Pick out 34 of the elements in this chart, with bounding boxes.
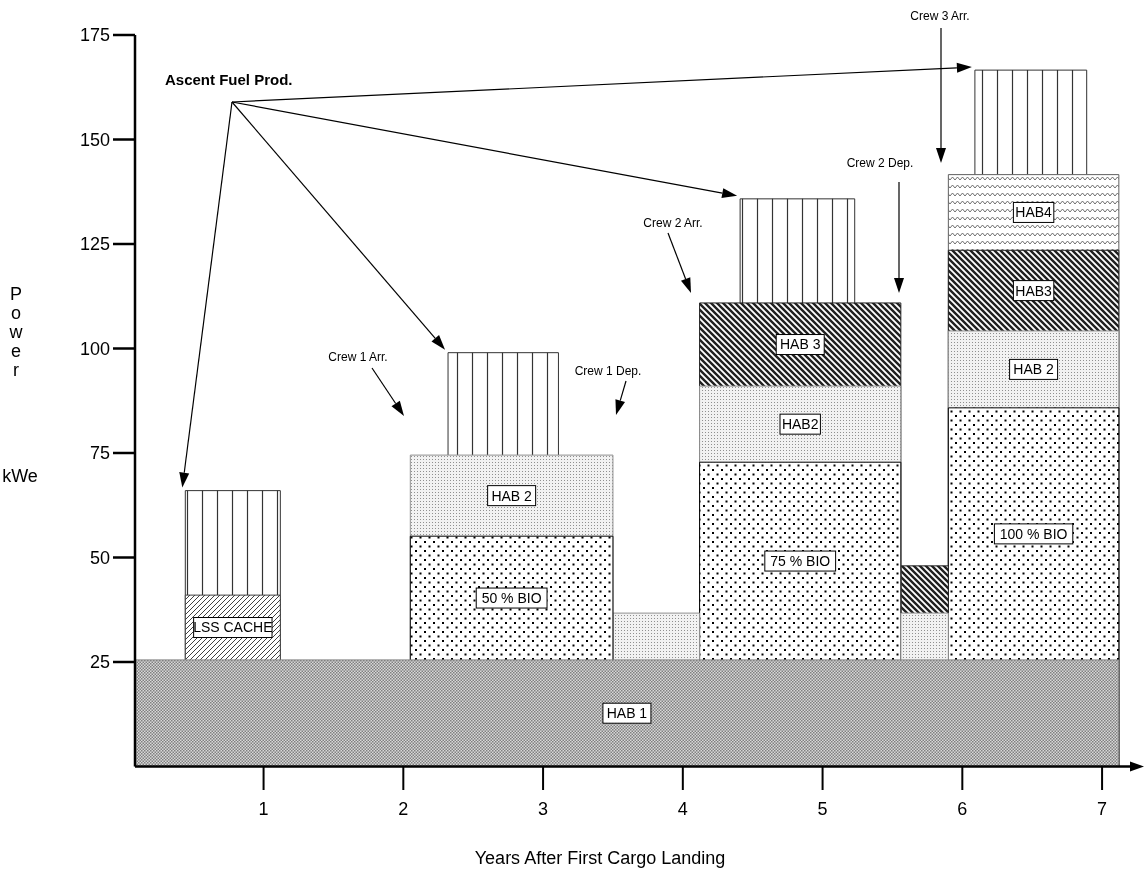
annotation: Crew 1 Arr.: [328, 350, 388, 364]
series-label: HAB 2: [1013, 361, 1055, 378]
series-label: HAB4: [1015, 204, 1053, 221]
series-label: HAB 1: [606, 705, 648, 722]
annotation: Ascent Fuel Prod.: [165, 71, 293, 88]
text: kWe: [2, 466, 38, 486]
x-tick-label: 3: [538, 799, 549, 819]
x-tick-label: 5: [817, 799, 828, 819]
x-axis-title: Years After First Cargo Landing: [474, 848, 726, 868]
series-label: 75 % BIO: [770, 552, 831, 569]
y-tick-label: 150: [79, 129, 110, 150]
y-tick-label: 175: [79, 25, 110, 46]
y-tick-label: 75: [89, 443, 110, 464]
x-tick-label: 4: [677, 799, 688, 819]
y-tick-label: 125: [79, 234, 110, 255]
series-label: HAB2: [781, 416, 819, 433]
series-label: 50 % BIO: [481, 589, 542, 606]
x-tick-label: 1: [258, 799, 269, 819]
series-label: LSS CACHE: [193, 619, 273, 636]
text: Crew 3 Arr.: [910, 9, 970, 23]
series-label: 100 % BIO: [999, 525, 1068, 542]
x-tick-label: 7: [1097, 799, 1108, 819]
series-label: HAB 2: [491, 487, 533, 504]
x-tick-label: 6: [957, 799, 968, 819]
y-tick-label: 100: [79, 338, 110, 359]
y-tick-label: 25: [89, 652, 110, 673]
series-label: HAB3: [1015, 282, 1053, 299]
annotation: Crew 2 Arr.: [643, 216, 703, 230]
annotation: Crew 2 Dep.: [846, 156, 914, 170]
x-tick-label: 2: [398, 799, 409, 819]
annotation: Crew 1 Dep.: [574, 364, 642, 378]
y-axis-title: Power: [8, 284, 24, 380]
y-tick-label: 50: [89, 547, 110, 568]
series-label: HAB 3: [779, 336, 821, 353]
